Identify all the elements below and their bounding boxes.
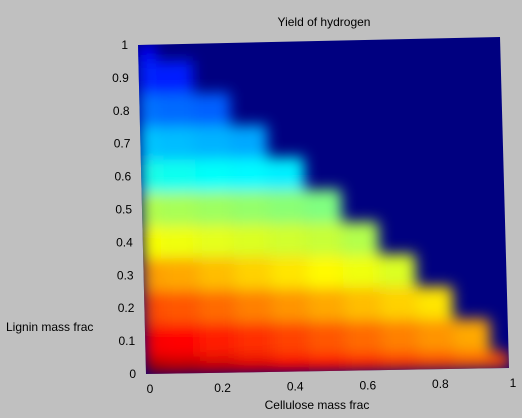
heatmap-cell bbox=[162, 323, 200, 358]
heatmap-cell bbox=[341, 221, 379, 256]
heatmap-cell bbox=[453, 318, 491, 353]
heatmap-cell bbox=[268, 189, 306, 224]
heatmap-cell bbox=[379, 286, 417, 321]
heatmap-cell bbox=[141, 192, 161, 226]
heatmap-cell bbox=[159, 192, 197, 226]
heatmap-cell bbox=[271, 288, 309, 323]
heatmap-cell bbox=[490, 351, 509, 369]
heatmap-cell bbox=[304, 189, 342, 223]
heatmap-cell bbox=[157, 93, 195, 127]
heatmap-cell bbox=[417, 352, 455, 370]
heatmap-cell bbox=[200, 356, 237, 374]
heatmap-cell bbox=[195, 158, 233, 192]
heatmap-cell bbox=[342, 254, 380, 289]
chart-title: Yield of hydrogen bbox=[278, 15, 371, 29]
x-axis-ticks: 0 0.2 0.4 0.6 0.8 1 bbox=[147, 376, 517, 396]
heatmap-cell bbox=[197, 257, 235, 291]
heatmap-cell bbox=[156, 60, 194, 94]
y-tick-label: 0 bbox=[129, 367, 136, 381]
heatmap-cell bbox=[143, 258, 163, 292]
heatmap-cell bbox=[144, 291, 163, 325]
heatmap-cell bbox=[308, 321, 346, 355]
heatmap-cell bbox=[272, 354, 310, 372]
heatmap-cell bbox=[233, 256, 271, 291]
heatmap-cell bbox=[270, 255, 308, 290]
heatmap-cell bbox=[380, 319, 418, 354]
heatmap-cell bbox=[140, 126, 159, 161]
x-tick-label: 0 bbox=[147, 382, 154, 396]
heatmap-cell bbox=[193, 92, 231, 127]
heatmap-cell bbox=[160, 224, 198, 259]
heatmap-cell bbox=[145, 357, 165, 374]
heatmap-cell bbox=[381, 353, 419, 371]
heatmap-cell bbox=[198, 290, 236, 324]
heatmap-cell bbox=[306, 255, 344, 289]
heatmap-cell bbox=[196, 224, 234, 258]
heatmap-cell bbox=[139, 94, 159, 128]
heatmap-cell bbox=[144, 324, 164, 358]
heatmap-cells bbox=[138, 44, 509, 374]
heatmap-cell bbox=[269, 222, 307, 257]
x-tick-label: 0.6 bbox=[359, 378, 376, 392]
y-tick-label: 0.4 bbox=[116, 235, 133, 249]
heatmap-cell bbox=[305, 222, 343, 256]
heatmap-cell bbox=[230, 124, 268, 159]
heatmap-cell bbox=[236, 355, 273, 373]
heatmap-cell bbox=[343, 287, 381, 322]
heatmap-cell bbox=[161, 257, 199, 292]
heatmap-cell bbox=[416, 286, 454, 320]
x-tick-label: 0.2 bbox=[214, 381, 231, 395]
heatmap-cell bbox=[271, 321, 309, 356]
y-tick-label: 0.3 bbox=[117, 268, 134, 282]
heatmap-cell bbox=[233, 223, 271, 258]
heatmap-cell bbox=[158, 159, 196, 193]
y-axis-label: Lignin mass frac bbox=[6, 320, 93, 334]
heatmap-cell bbox=[138, 61, 158, 95]
heatmap-cell bbox=[162, 290, 200, 325]
heatmap-cell bbox=[140, 159, 160, 194]
y-tick-label: 0.6 bbox=[115, 170, 132, 184]
y-tick-label: 1 bbox=[121, 38, 128, 52]
heatmap-cell bbox=[267, 156, 305, 191]
heatmap-cell bbox=[142, 225, 162, 259]
x-tick-label: 1 bbox=[510, 376, 517, 390]
x-tick-label: 0.4 bbox=[287, 380, 304, 394]
y-tick-label: 0.9 bbox=[112, 71, 129, 85]
heatmap-cell bbox=[138, 44, 157, 62]
y-tick-label: 0.2 bbox=[118, 301, 135, 315]
y-tick-label: 0.5 bbox=[115, 203, 132, 217]
heatmap-cell bbox=[345, 353, 382, 371]
heatmap-cell bbox=[232, 190, 270, 225]
heatmap-cell bbox=[158, 126, 196, 160]
heatmap-cell bbox=[416, 319, 455, 353]
heatmap-cell bbox=[235, 322, 273, 356]
y-tick-label: 0.8 bbox=[113, 104, 130, 118]
y-axis-ticks: 0 0.1 0.2 0.3 0.4 0.5 0.6 0.7 0.8 0.9 1 bbox=[112, 38, 136, 381]
heatmap-cell bbox=[308, 354, 346, 372]
heatmap-cell bbox=[344, 320, 382, 355]
heatmap-cell bbox=[199, 323, 237, 357]
heatmap-cell bbox=[163, 356, 201, 374]
plot-area bbox=[138, 37, 509, 374]
heatmap-cell bbox=[378, 253, 417, 288]
y-tick-label: 0.1 bbox=[119, 334, 136, 348]
heatmap-cell bbox=[234, 289, 272, 324]
heatmap-cell bbox=[231, 157, 269, 192]
heatmap-cell bbox=[194, 125, 232, 160]
y-tick-label: 0.7 bbox=[114, 137, 131, 151]
heatmap-cell bbox=[307, 288, 345, 322]
x-tick-label: 0.8 bbox=[432, 377, 449, 391]
x-axis-label: Cellulose mass frac bbox=[265, 398, 370, 412]
heatmap-cell bbox=[454, 351, 491, 369]
heatmap-cell bbox=[196, 191, 233, 225]
